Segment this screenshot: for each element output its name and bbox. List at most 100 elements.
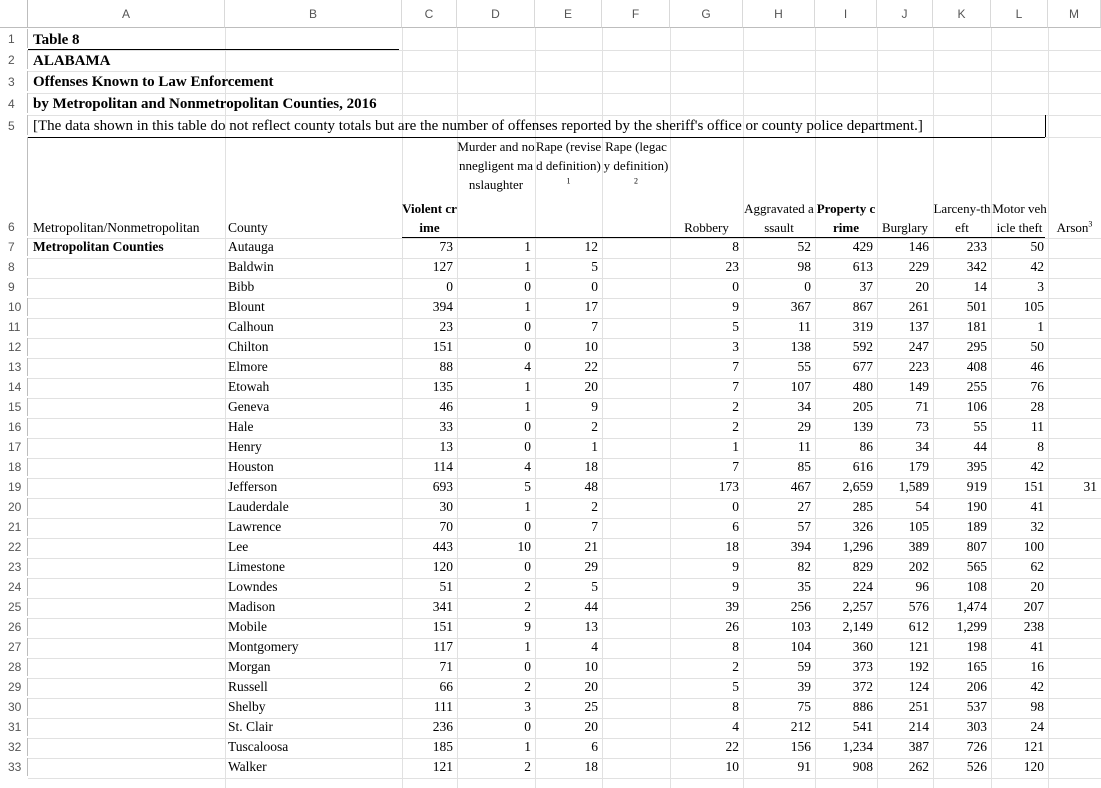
cell-motor[interactable]: 151 bbox=[1023, 479, 1044, 494]
county-name[interactable]: Elmore bbox=[228, 359, 268, 374]
cell-rape_rev[interactable]: 5 bbox=[591, 259, 598, 274]
row-header-21[interactable]: 21 bbox=[0, 518, 28, 536]
cell-agg[interactable]: 39 bbox=[797, 679, 812, 694]
column-header-e[interactable]: E bbox=[535, 0, 602, 28]
cell-property[interactable]: 326 bbox=[852, 519, 873, 534]
cell-property[interactable]: 86 bbox=[859, 439, 874, 454]
cell-rape_rev[interactable]: 48 bbox=[584, 479, 599, 494]
cell-robbery[interactable]: 7 bbox=[732, 379, 739, 394]
cell-rape_rev[interactable]: 13 bbox=[584, 619, 599, 634]
cell-agg[interactable]: 98 bbox=[797, 259, 812, 274]
cell-violent[interactable]: 151 bbox=[432, 339, 453, 354]
cell-murder[interactable]: 0 bbox=[524, 439, 531, 454]
cell-violent[interactable]: 693 bbox=[432, 479, 453, 494]
cell-violent[interactable]: 23 bbox=[439, 319, 454, 334]
cell-violent[interactable]: 127 bbox=[432, 259, 453, 274]
cell-larceny[interactable]: 106 bbox=[966, 399, 987, 414]
cell-robbery[interactable]: 2 bbox=[732, 659, 739, 674]
cell-rape_rev[interactable]: 10 bbox=[584, 659, 599, 674]
cell-burglary[interactable]: 124 bbox=[908, 679, 929, 694]
cell-burglary[interactable]: 387 bbox=[908, 739, 929, 754]
cell-violent[interactable]: 51 bbox=[439, 579, 454, 594]
cell-violent[interactable]: 120 bbox=[432, 559, 453, 574]
row-header-23[interactable]: 23 bbox=[0, 558, 28, 576]
cell-agg[interactable]: 103 bbox=[790, 619, 811, 634]
cell-burglary[interactable]: 96 bbox=[915, 579, 930, 594]
cell-larceny[interactable]: 919 bbox=[966, 479, 987, 494]
cell-rape_rev[interactable]: 1 bbox=[591, 439, 598, 454]
cell-property[interactable]: 616 bbox=[852, 459, 873, 474]
county-name[interactable]: Autauga bbox=[228, 239, 274, 254]
county-name[interactable]: Morgan bbox=[228, 659, 271, 674]
cell-burglary[interactable]: 54 bbox=[915, 499, 930, 514]
cell-property[interactable]: 867 bbox=[852, 299, 873, 314]
cell-motor[interactable]: 238 bbox=[1023, 619, 1044, 634]
cell-robbery[interactable]: 4 bbox=[732, 719, 739, 734]
cell-robbery[interactable]: 0 bbox=[732, 279, 739, 294]
cell-motor[interactable]: 41 bbox=[1030, 639, 1045, 654]
cell-arson[interactable]: 31 bbox=[1083, 479, 1098, 494]
cell-motor[interactable]: 41 bbox=[1030, 499, 1045, 514]
cell-rape_rev[interactable]: 21 bbox=[584, 539, 599, 554]
county-name[interactable]: Bibb bbox=[228, 279, 255, 294]
select-all-corner[interactable] bbox=[0, 0, 28, 28]
cell-violent[interactable]: 66 bbox=[439, 679, 454, 694]
column-header-k[interactable]: K bbox=[933, 0, 991, 28]
cell-burglary[interactable]: 251 bbox=[908, 699, 929, 714]
county-name[interactable]: Calhoun bbox=[228, 319, 274, 334]
cell-property[interactable]: 373 bbox=[852, 659, 873, 674]
cell-larceny[interactable]: 165 bbox=[966, 659, 987, 674]
cell-agg[interactable]: 91 bbox=[797, 759, 812, 774]
cell-rape_rev[interactable]: 5 bbox=[591, 579, 598, 594]
cell-agg[interactable]: 212 bbox=[790, 719, 811, 734]
column-header-h[interactable]: H bbox=[743, 0, 815, 28]
county-name[interactable]: Lowndes bbox=[228, 579, 278, 594]
cell-burglary[interactable]: 612 bbox=[908, 619, 929, 634]
cell-rape_rev[interactable]: 9 bbox=[591, 399, 598, 414]
cell-murder[interactable]: 0 bbox=[524, 719, 531, 734]
cell-larceny[interactable]: 233 bbox=[966, 239, 987, 254]
cell-violent[interactable]: 135 bbox=[432, 379, 453, 394]
cell-violent[interactable]: 30 bbox=[439, 499, 454, 514]
cell-rape_rev[interactable]: 2 bbox=[591, 499, 598, 514]
cell-rape_rev[interactable]: 10 bbox=[584, 339, 599, 354]
cell-property[interactable]: 319 bbox=[852, 319, 873, 334]
cell-murder[interactable]: 1 bbox=[524, 239, 531, 254]
row-header-14[interactable]: 14 bbox=[0, 378, 28, 396]
cell-motor[interactable]: 207 bbox=[1023, 599, 1044, 614]
cell-violent[interactable]: 114 bbox=[433, 459, 453, 474]
cell-violent[interactable]: 70 bbox=[439, 519, 454, 534]
cell-murder[interactable]: 0 bbox=[524, 559, 531, 574]
cell-burglary[interactable]: 146 bbox=[908, 239, 929, 254]
cell-larceny[interactable]: 295 bbox=[966, 339, 987, 354]
county-name[interactable]: Hale bbox=[228, 419, 254, 434]
row-header-9[interactable]: 9 bbox=[0, 278, 28, 296]
cell-burglary[interactable]: 73 bbox=[915, 419, 930, 434]
county-name[interactable]: Lee bbox=[228, 539, 249, 554]
cell-motor[interactable]: 11 bbox=[1031, 419, 1044, 434]
cell-larceny[interactable]: 198 bbox=[966, 639, 987, 654]
cell-murder[interactable]: 0 bbox=[524, 339, 531, 354]
cell-motor[interactable]: 50 bbox=[1030, 239, 1045, 254]
cell-property[interactable]: 480 bbox=[852, 379, 873, 394]
cell-burglary[interactable]: 34 bbox=[915, 439, 930, 454]
cell-larceny[interactable]: 526 bbox=[966, 759, 987, 774]
row-header-27[interactable]: 27 bbox=[0, 638, 28, 656]
cell-larceny[interactable]: 190 bbox=[966, 499, 987, 514]
cell-agg[interactable]: 256 bbox=[790, 599, 811, 614]
cell-agg[interactable]: 59 bbox=[797, 659, 812, 674]
cell-murder[interactable]: 1 bbox=[524, 499, 531, 514]
cell-larceny[interactable]: 44 bbox=[973, 439, 988, 454]
cell-robbery[interactable]: 7 bbox=[732, 459, 739, 474]
county-name[interactable]: Limestone bbox=[228, 559, 285, 574]
cell-robbery[interactable]: 9 bbox=[732, 559, 739, 574]
county-name[interactable]: Baldwin bbox=[228, 259, 274, 274]
cell-robbery[interactable]: 1 bbox=[732, 439, 739, 454]
cell-murder[interactable]: 0 bbox=[524, 519, 531, 534]
row-header-5[interactable]: 5 bbox=[0, 115, 28, 135]
cell-murder[interactable]: 1 bbox=[524, 739, 531, 754]
cell-murder[interactable]: 3 bbox=[524, 699, 531, 714]
cell-agg[interactable]: 57 bbox=[797, 519, 812, 534]
cell-property[interactable]: 372 bbox=[852, 679, 873, 694]
